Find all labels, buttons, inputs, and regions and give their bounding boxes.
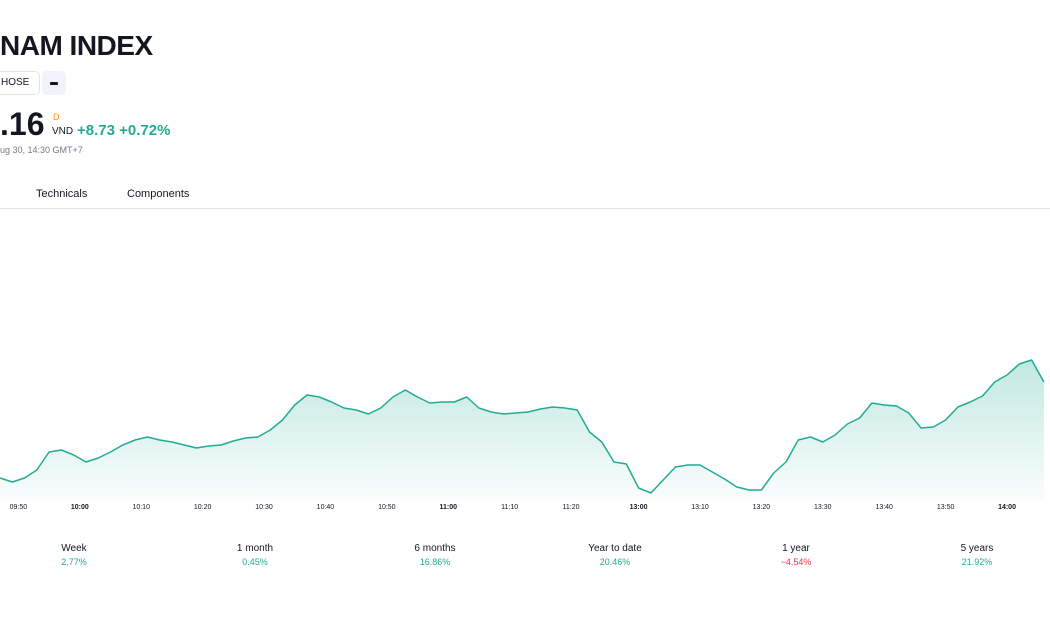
performance-item[interactable]: 5 years 21.92% <box>907 543 1047 567</box>
performance-label: Year to date <box>588 543 642 554</box>
performance-item[interactable]: Year to date 20.46% <box>545 543 685 567</box>
price: .16 <box>0 106 45 142</box>
x-tick-label: 13:40 <box>875 504 893 511</box>
x-tick-label: 10:00 <box>71 504 89 511</box>
x-tick-label: 13:10 <box>691 504 709 511</box>
x-tick-label: 11:10 <box>501 504 518 511</box>
performance-item[interactable]: Week 2.77% <box>4 543 144 567</box>
collapse-button[interactable] <box>42 71 66 95</box>
performance-value: 20.46% <box>599 557 631 567</box>
currency: VND <box>52 126 74 137</box>
x-tick-label: 13:20 <box>753 504 771 511</box>
timestamp: ug 30, 14:30 GMT+7 <box>0 145 83 155</box>
x-tick-label: 11:00 <box>439 504 457 511</box>
change-percent: +0.72% <box>119 122 171 139</box>
performance-value: 16.86% <box>419 557 451 567</box>
x-tick-label: 13:00 <box>630 504 648 511</box>
price-flag: D <box>53 112 60 122</box>
tab[interactable]: Components <box>127 188 190 200</box>
performance-label: Week <box>61 543 87 554</box>
performance-item[interactable]: 1 month 0.45% <box>185 543 325 567</box>
x-tick-label: 13:50 <box>937 504 955 511</box>
tab[interactable]: Technicals <box>36 188 88 200</box>
performance-label: 6 months <box>414 543 456 554</box>
exchange-button[interactable]: HOSE <box>0 71 41 95</box>
performance-label: 5 years <box>960 543 994 554</box>
performance-value: 21.92% <box>961 557 993 567</box>
performance-value: 0.45% <box>242 557 268 567</box>
x-tick-label: 10:10 <box>132 504 150 511</box>
x-tick-label: 10:40 <box>317 504 335 511</box>
x-tick-label: 13:30 <box>814 504 832 511</box>
symbol-title: NAM INDEX <box>0 30 153 61</box>
divider <box>0 208 1050 209</box>
x-tick-label: 14:00 <box>998 504 1016 511</box>
change: +8.73 +0.72% <box>77 122 170 139</box>
x-tick-label: 10:20 <box>194 504 212 511</box>
area-fill <box>0 360 1044 500</box>
performance-value: −4.54% <box>780 557 812 567</box>
x-tick-label: 10:50 <box>378 504 396 511</box>
performance-label: 1 month <box>236 543 274 554</box>
performance-label: 1 year <box>782 543 810 554</box>
performance-item[interactable]: 1 year −4.54% <box>726 543 866 567</box>
change-value: +8.73 <box>77 122 115 139</box>
x-tick-label: 09:50 <box>10 504 28 511</box>
price-line <box>0 359 1045 494</box>
performance-value: 2.77% <box>61 557 87 567</box>
x-tick-label: 10:30 <box>255 504 273 511</box>
x-tick-label: 11:20 <box>563 504 580 511</box>
performance-item[interactable]: 6 months 16.86% <box>365 543 505 567</box>
